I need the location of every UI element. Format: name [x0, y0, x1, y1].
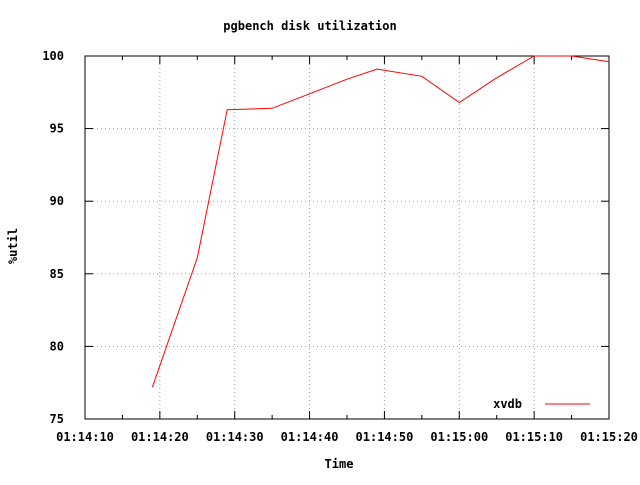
y-tick-label: 85 [50, 267, 64, 281]
axes: 01:14:10 01:14:20 01:14:30 01:14:40 01:14:50… [42, 49, 638, 444]
x-axis-label: Time [325, 457, 354, 471]
x-tick-label: 01:14:30 [206, 430, 264, 444]
legend-label: xvdb [493, 397, 522, 411]
chart-title: pgbench disk utilization [223, 19, 396, 33]
x-tick-label: 01:15:10 [505, 430, 563, 444]
y-tick-label: 80 [50, 339, 64, 353]
x-tick-label: 01:15:00 [430, 430, 488, 444]
x-tick-label: 01:14:10 [56, 430, 114, 444]
y-tick-label: 100 [42, 49, 64, 63]
y-tick-label: 90 [50, 194, 64, 208]
series-layer [151, 55, 610, 388]
x-tick-label: 01:14:50 [356, 430, 414, 444]
x-tick-label: 01:14:20 [131, 430, 189, 444]
series-line-xvdb [151, 55, 610, 388]
y-axis-label: %util [6, 228, 20, 264]
x-tick-label: 01:14:40 [281, 430, 339, 444]
x-tick-label: 01:15:20 [580, 430, 638, 444]
grid [85, 56, 609, 419]
y-tick-label: 75 [50, 412, 64, 426]
legend: xvdb [493, 397, 590, 411]
y-tick-label: 95 [50, 122, 64, 136]
